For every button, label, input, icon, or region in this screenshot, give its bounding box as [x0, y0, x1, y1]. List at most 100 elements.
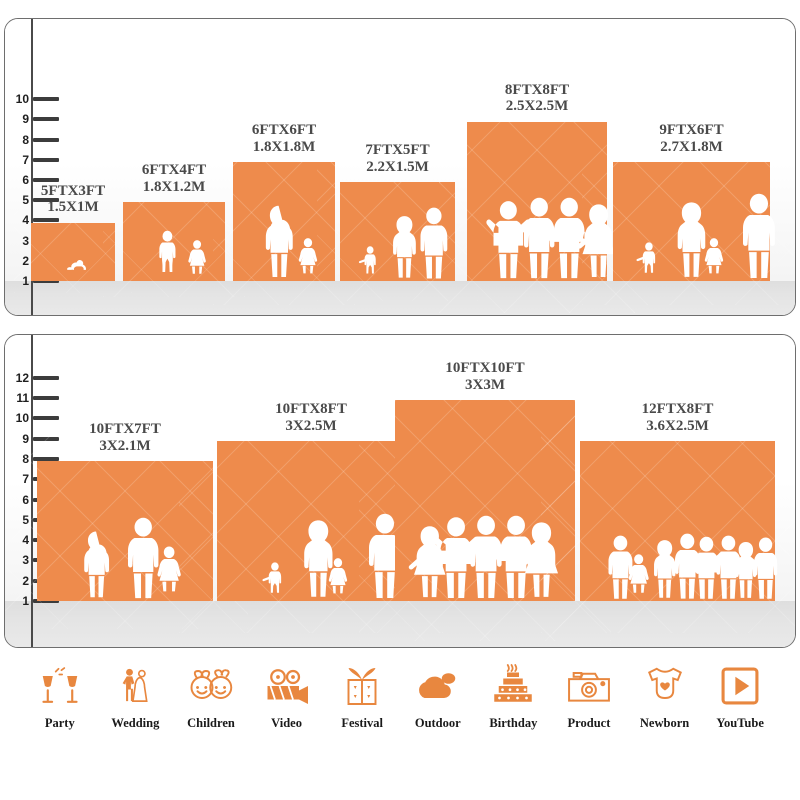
- use-case-children[interactable]: Children: [173, 660, 249, 731]
- person-silhouette: [393, 216, 416, 278]
- backdrop-size-label: 10FTX10FT 3X3M: [445, 360, 525, 394]
- ruler-tick-9: [33, 117, 59, 122]
- ruler-tick-7: [33, 157, 59, 162]
- champagne-glasses-icon: [22, 660, 98, 712]
- use-case-label: Video: [271, 716, 302, 730]
- fabric-weave-pattern: [317, 162, 478, 301]
- ruler-tick-label-5: 5: [22, 193, 29, 208]
- ruler-tick-12: [33, 375, 59, 380]
- person-silhouette: [84, 531, 110, 598]
- use-case-festival[interactable]: Festival: [324, 660, 400, 731]
- person-silhouette: [298, 238, 318, 274]
- use-case-label: Outdoor: [414, 716, 461, 730]
- person-silhouette: [486, 201, 531, 279]
- ruler-tick-5: [33, 198, 59, 203]
- people-group: [37, 415, 213, 601]
- use-case-wedding[interactable]: Wedding: [98, 660, 174, 731]
- person-silhouette: [742, 193, 775, 278]
- backdrop-size-label: 5FTX3FT 1.5X1M: [40, 182, 106, 216]
- use-case-product[interactable]: Product: [551, 660, 627, 731]
- ruler-tick-label-11: 11: [16, 391, 29, 405]
- use-case-youtube[interactable]: YouTube: [702, 660, 778, 731]
- use-case-label: Product: [567, 716, 611, 730]
- backdrop-bar-7ftx5ft: [317, 162, 478, 301]
- person-silhouette: [523, 197, 555, 279]
- person-silhouette: [753, 537, 778, 599]
- ruler-tick-1: [33, 599, 59, 603]
- people-group: [395, 354, 575, 601]
- ruler-tick-4: [33, 218, 59, 223]
- person-silhouette: [304, 520, 333, 597]
- ruler-tick-label-3: 3: [5, 235, 29, 247]
- people-group: [467, 88, 615, 281]
- use-case-label: Wedding: [111, 716, 160, 730]
- backdrop-size-label: 9FTX6FT 2.7X1.8M: [659, 122, 724, 155]
- use-case-birthday[interactable]: Birthday: [476, 660, 552, 731]
- ruler-tick-label-6: 6: [22, 173, 29, 187]
- person-silhouette: [408, 526, 446, 598]
- ruler-spine: [31, 19, 33, 315]
- person-silhouette: [368, 513, 401, 598]
- ruler-tick-label-7: 7: [22, 152, 29, 167]
- people-group: [613, 128, 775, 281]
- ruler-tick-label-1: 1: [5, 595, 29, 607]
- ruler-tick-label-2: 2: [5, 575, 29, 587]
- people-group: [233, 128, 335, 281]
- ruler-tick-9: [33, 436, 59, 441]
- ruler-tick-10: [33, 97, 59, 102]
- use-case-label: Birthday: [489, 716, 538, 730]
- fabric-weave-pattern: [5, 433, 249, 629]
- person-silhouette: [543, 197, 596, 279]
- person-silhouette: [519, 522, 559, 597]
- person-silhouette: [67, 260, 86, 270]
- cloud-icon: [400, 660, 476, 712]
- person-silhouette: [654, 540, 676, 598]
- use-case-video[interactable]: Video: [249, 660, 325, 731]
- people-group: [217, 395, 405, 601]
- person-silhouette: [358, 246, 376, 274]
- use-case-strip: Party Wedding Children Video Festival Outdoor…: [0, 660, 800, 760]
- ruler-tick-label-1: 1: [5, 275, 29, 287]
- backdrop-bar-6ftx6ft: [212, 138, 356, 305]
- person-silhouette: [188, 240, 206, 274]
- use-case-party[interactable]: Party: [22, 660, 98, 731]
- ruler-tick-label-4: 4: [5, 214, 29, 226]
- ruler-tick-label-10: 10: [15, 92, 29, 107]
- ruler-tick-label-12: 12: [15, 370, 29, 385]
- small-medium-panel: 1 2 3 4 5 6 7 8 9 10 5FTX3FT 1.5X1M 6FTX4FT 1.8X1.…: [4, 18, 796, 316]
- ruler-tick-8: [33, 137, 59, 142]
- ground-bottom: [5, 601, 795, 647]
- person-silhouette: [674, 533, 700, 599]
- use-case-label: YouTube: [716, 716, 764, 730]
- person-silhouette: [704, 238, 724, 274]
- person-silhouette: [735, 542, 757, 598]
- use-case-label: Newborn: [639, 716, 690, 730]
- people-group: [31, 189, 115, 281]
- fabric-weave-pattern: [102, 186, 246, 297]
- person-silhouette: [628, 554, 649, 593]
- use-case-newborn[interactable]: Newborn: [627, 660, 703, 731]
- ruler-tick-label-9: 9: [22, 112, 29, 127]
- backdrop-bar-8ftx8ft: [439, 89, 635, 313]
- use-case-label: Party: [44, 716, 75, 730]
- ruler-tick-label-10: 10: [15, 411, 29, 426]
- ruler-tick-label-4: 4: [5, 534, 29, 546]
- backdrop-size-label: 8FTX8FT 2.5X2.5M: [504, 81, 570, 115]
- backdrop-size-label: 7FTX5FT 2.2X1.5M: [365, 142, 430, 175]
- backdrop-bar-10ftx7ft: [5, 433, 249, 629]
- backdrop-size-label: 6FTX4FT 1.8X1.2M: [141, 162, 207, 196]
- ruler-tick-8: [33, 456, 59, 461]
- person-silhouette: [328, 558, 348, 594]
- person-silhouette: [265, 205, 293, 277]
- ruler-tick-11: [33, 396, 59, 400]
- use-case-outdoor[interactable]: Outdoor: [400, 660, 476, 731]
- ruler-tick-label-8: 8: [22, 132, 29, 147]
- ruler-tick-label-8: 8: [5, 453, 29, 465]
- person-silhouette: [677, 202, 706, 277]
- person-silhouette: [608, 535, 633, 599]
- ruler-spine: [31, 335, 33, 647]
- person-silhouette: [159, 230, 176, 273]
- play-button-icon: [702, 660, 778, 712]
- fabric-weave-pattern: [14, 210, 132, 293]
- backdrop-bar-10ftx10ft: [359, 360, 611, 642]
